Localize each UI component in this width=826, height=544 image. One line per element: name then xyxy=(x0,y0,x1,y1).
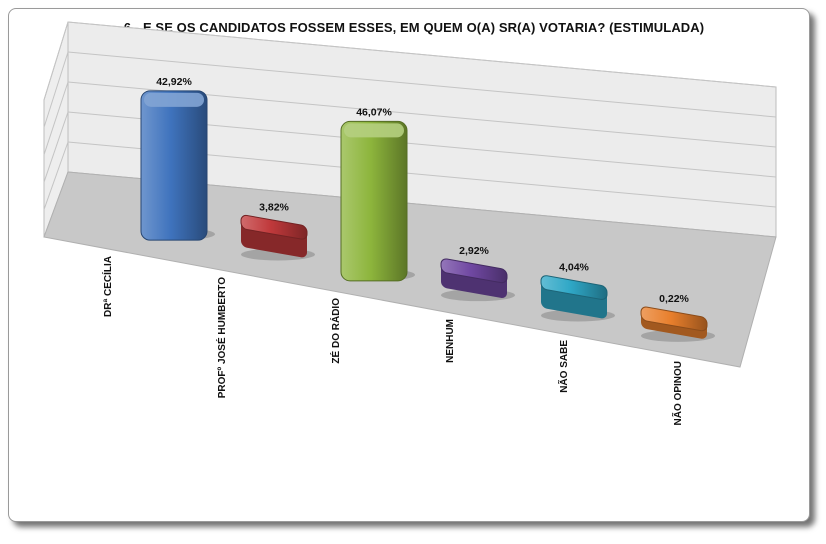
bar-top xyxy=(640,306,708,332)
bar-1 xyxy=(240,214,315,261)
bar-5 xyxy=(640,306,715,342)
bar-slab xyxy=(440,258,508,299)
gridline xyxy=(43,81,69,155)
bar-top xyxy=(240,214,308,240)
value-label: 42,92% xyxy=(156,76,192,88)
category-label: DRª CECÍLIA xyxy=(101,256,114,317)
bar-body xyxy=(140,90,208,241)
bar-4 xyxy=(540,275,615,322)
category-label: PROFº JOSÉ HUMBERTO xyxy=(215,277,228,398)
bar-0 xyxy=(140,90,215,241)
bar-slab xyxy=(540,275,608,319)
chart-title: 6 - E SE OS CANDIDATOS FOSSEM ESSES, EM … xyxy=(123,20,705,35)
bar-slab xyxy=(640,306,708,339)
bar-slab xyxy=(240,214,308,258)
bar-body xyxy=(340,120,408,282)
category-label: ZÉ DO RÁDIO xyxy=(329,298,342,364)
gridline xyxy=(43,21,69,101)
chart-category-labels: DRª CECÍLIA PROFº JOSÉ HUMBERTO ZÉ DO RÁDI… xyxy=(101,256,684,425)
value-label: 0,22% xyxy=(659,293,689,305)
bar-top xyxy=(440,258,508,284)
floor xyxy=(43,171,777,368)
bar-3 xyxy=(440,258,515,302)
bar-top xyxy=(144,92,204,107)
bar-2 xyxy=(340,120,415,282)
category-label: NÃO SABE xyxy=(557,340,570,393)
chart-bars xyxy=(140,90,715,342)
value-label: 4,04% xyxy=(559,262,589,274)
category-label: NENHUM xyxy=(445,319,456,363)
value-label: 3,82% xyxy=(259,201,289,213)
value-label: 46,07% xyxy=(356,106,392,118)
bar-top xyxy=(540,275,608,300)
value-label: 2,92% xyxy=(459,245,489,257)
gridline xyxy=(67,51,777,118)
gridline xyxy=(43,51,69,128)
category-label: NÃO OPINOU xyxy=(671,361,684,425)
gridline xyxy=(67,21,777,88)
bar-top xyxy=(344,123,404,138)
gridline xyxy=(43,111,69,183)
chart-value-labels: 42,92% 3,82% 46,07% 2,92% 4,04% 0,22% xyxy=(156,76,689,305)
gridline xyxy=(43,141,69,210)
chart-floor xyxy=(43,171,777,368)
